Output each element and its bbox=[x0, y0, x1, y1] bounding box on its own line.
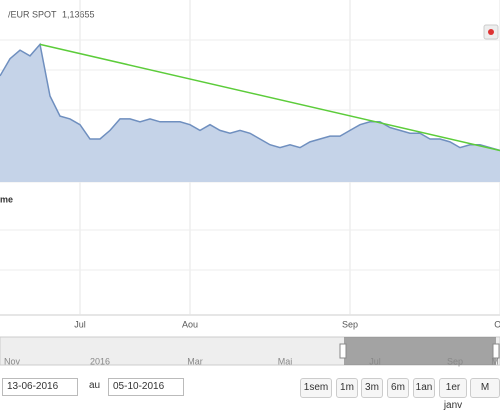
navigator-handle[interactable] bbox=[492, 343, 500, 359]
pin-icon bbox=[488, 29, 494, 35]
range-button[interactable]: M bbox=[470, 378, 500, 398]
range-button[interactable]: 3m bbox=[361, 378, 383, 398]
navigator-selection[interactable] bbox=[344, 337, 496, 365]
navigator-handle[interactable] bbox=[339, 343, 347, 359]
x-tick-label: Aou bbox=[182, 319, 198, 329]
label-au: au bbox=[89, 380, 101, 391]
date-from[interactable]: 13-06-2016 bbox=[2, 378, 78, 396]
navigator-label: Jul bbox=[369, 356, 381, 366]
price: 1,13655 bbox=[62, 9, 95, 19]
x-tick-label: Jul bbox=[74, 319, 86, 329]
x-tick-label: Oc bbox=[494, 319, 500, 329]
trendline bbox=[39, 43, 500, 152]
range-button[interactable]: 1an bbox=[413, 378, 435, 398]
range-button[interactable]: 1m bbox=[336, 378, 358, 398]
navigator-label: Nov bbox=[4, 356, 21, 366]
range-button[interactable]: 1sem bbox=[300, 378, 332, 398]
range-button[interactable]: 6m bbox=[387, 378, 409, 398]
x-tick-label: Sep bbox=[342, 319, 358, 329]
date-to[interactable]: 05-10-2016 bbox=[108, 378, 184, 396]
volume-label: me bbox=[0, 194, 13, 204]
background bbox=[0, 0, 500, 372]
range-button[interactable]: 1er janv bbox=[439, 378, 467, 411]
instrument: /EUR SPOT bbox=[8, 9, 57, 19]
navigator-label: Sep bbox=[447, 356, 463, 366]
navigator-label: Mai bbox=[278, 356, 293, 366]
chart: /EUR SPOT 1,13655 me Jul Aou Sep Oc Nov 2016 M… bbox=[0, 0, 500, 372]
navigator-label: 2016 bbox=[90, 356, 110, 366]
navigator-label: M bbox=[491, 356, 499, 366]
area bbox=[0, 44, 500, 183]
line bbox=[0, 42, 500, 152]
navigator-label: Mar bbox=[187, 356, 203, 366]
